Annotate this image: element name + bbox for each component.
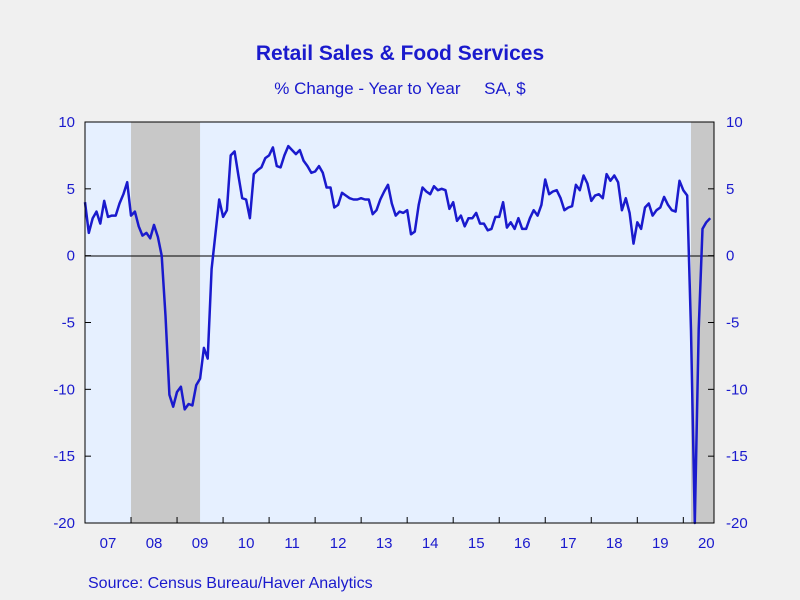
y-axis-left: 10 5 0 -5 -10 -15 -20 (53, 114, 91, 532)
y-tick-left-label: 0 (67, 248, 75, 265)
y-tick-right-label: -5 (726, 315, 739, 332)
x-axis: 07 08 09 10 11 12 13 14 15 16 17 18 19 20 (100, 517, 715, 552)
series-line (83, 144, 712, 525)
y-tick-right-label: -20 (726, 515, 748, 532)
y-tick-right-label: 10 (726, 114, 743, 131)
y-tick-left-label: -5 (62, 315, 75, 332)
y-tick-right-label: 0 (726, 248, 734, 265)
x-tick-label: 19 (652, 535, 669, 552)
x-tick-label: 14 (422, 535, 439, 552)
y-tick-right-label: 5 (726, 181, 734, 198)
source-note: Source: Census Bureau/Haver Analytics (88, 575, 373, 592)
y-tick-right-label: -15 (726, 448, 748, 465)
x-tick-label: 11 (284, 535, 300, 552)
chart-subtitle: % Change - Year to Year SA, $ (274, 79, 526, 98)
x-tick-label: 18 (606, 535, 623, 552)
y-tick-left-label: 5 (67, 181, 75, 198)
x-tick-label: 16 (514, 535, 531, 552)
x-tick-label: 13 (376, 535, 393, 552)
x-tick-label: 17 (560, 535, 577, 552)
x-tick-label: 20 (698, 535, 715, 552)
x-tick-label: 15 (468, 535, 485, 552)
x-tick-label: 12 (330, 535, 347, 552)
y-tick-left-label: 10 (58, 114, 75, 131)
chart-title: Retail Sales & Food Services (256, 42, 544, 65)
y-tick-left-label: -10 (53, 381, 75, 398)
y-tick-right-label: -10 (726, 381, 748, 398)
x-tick-label: 10 (238, 535, 255, 552)
x-tick-label: 09 (192, 535, 209, 552)
x-tick-label: 07 (100, 535, 117, 552)
y-tick-left-label: -20 (53, 515, 75, 532)
x-tick-label: 08 (146, 535, 163, 552)
y-tick-left-label: -15 (53, 448, 75, 465)
y-axis-right: 10 5 0 -5 -10 -15 -20 (708, 114, 748, 532)
